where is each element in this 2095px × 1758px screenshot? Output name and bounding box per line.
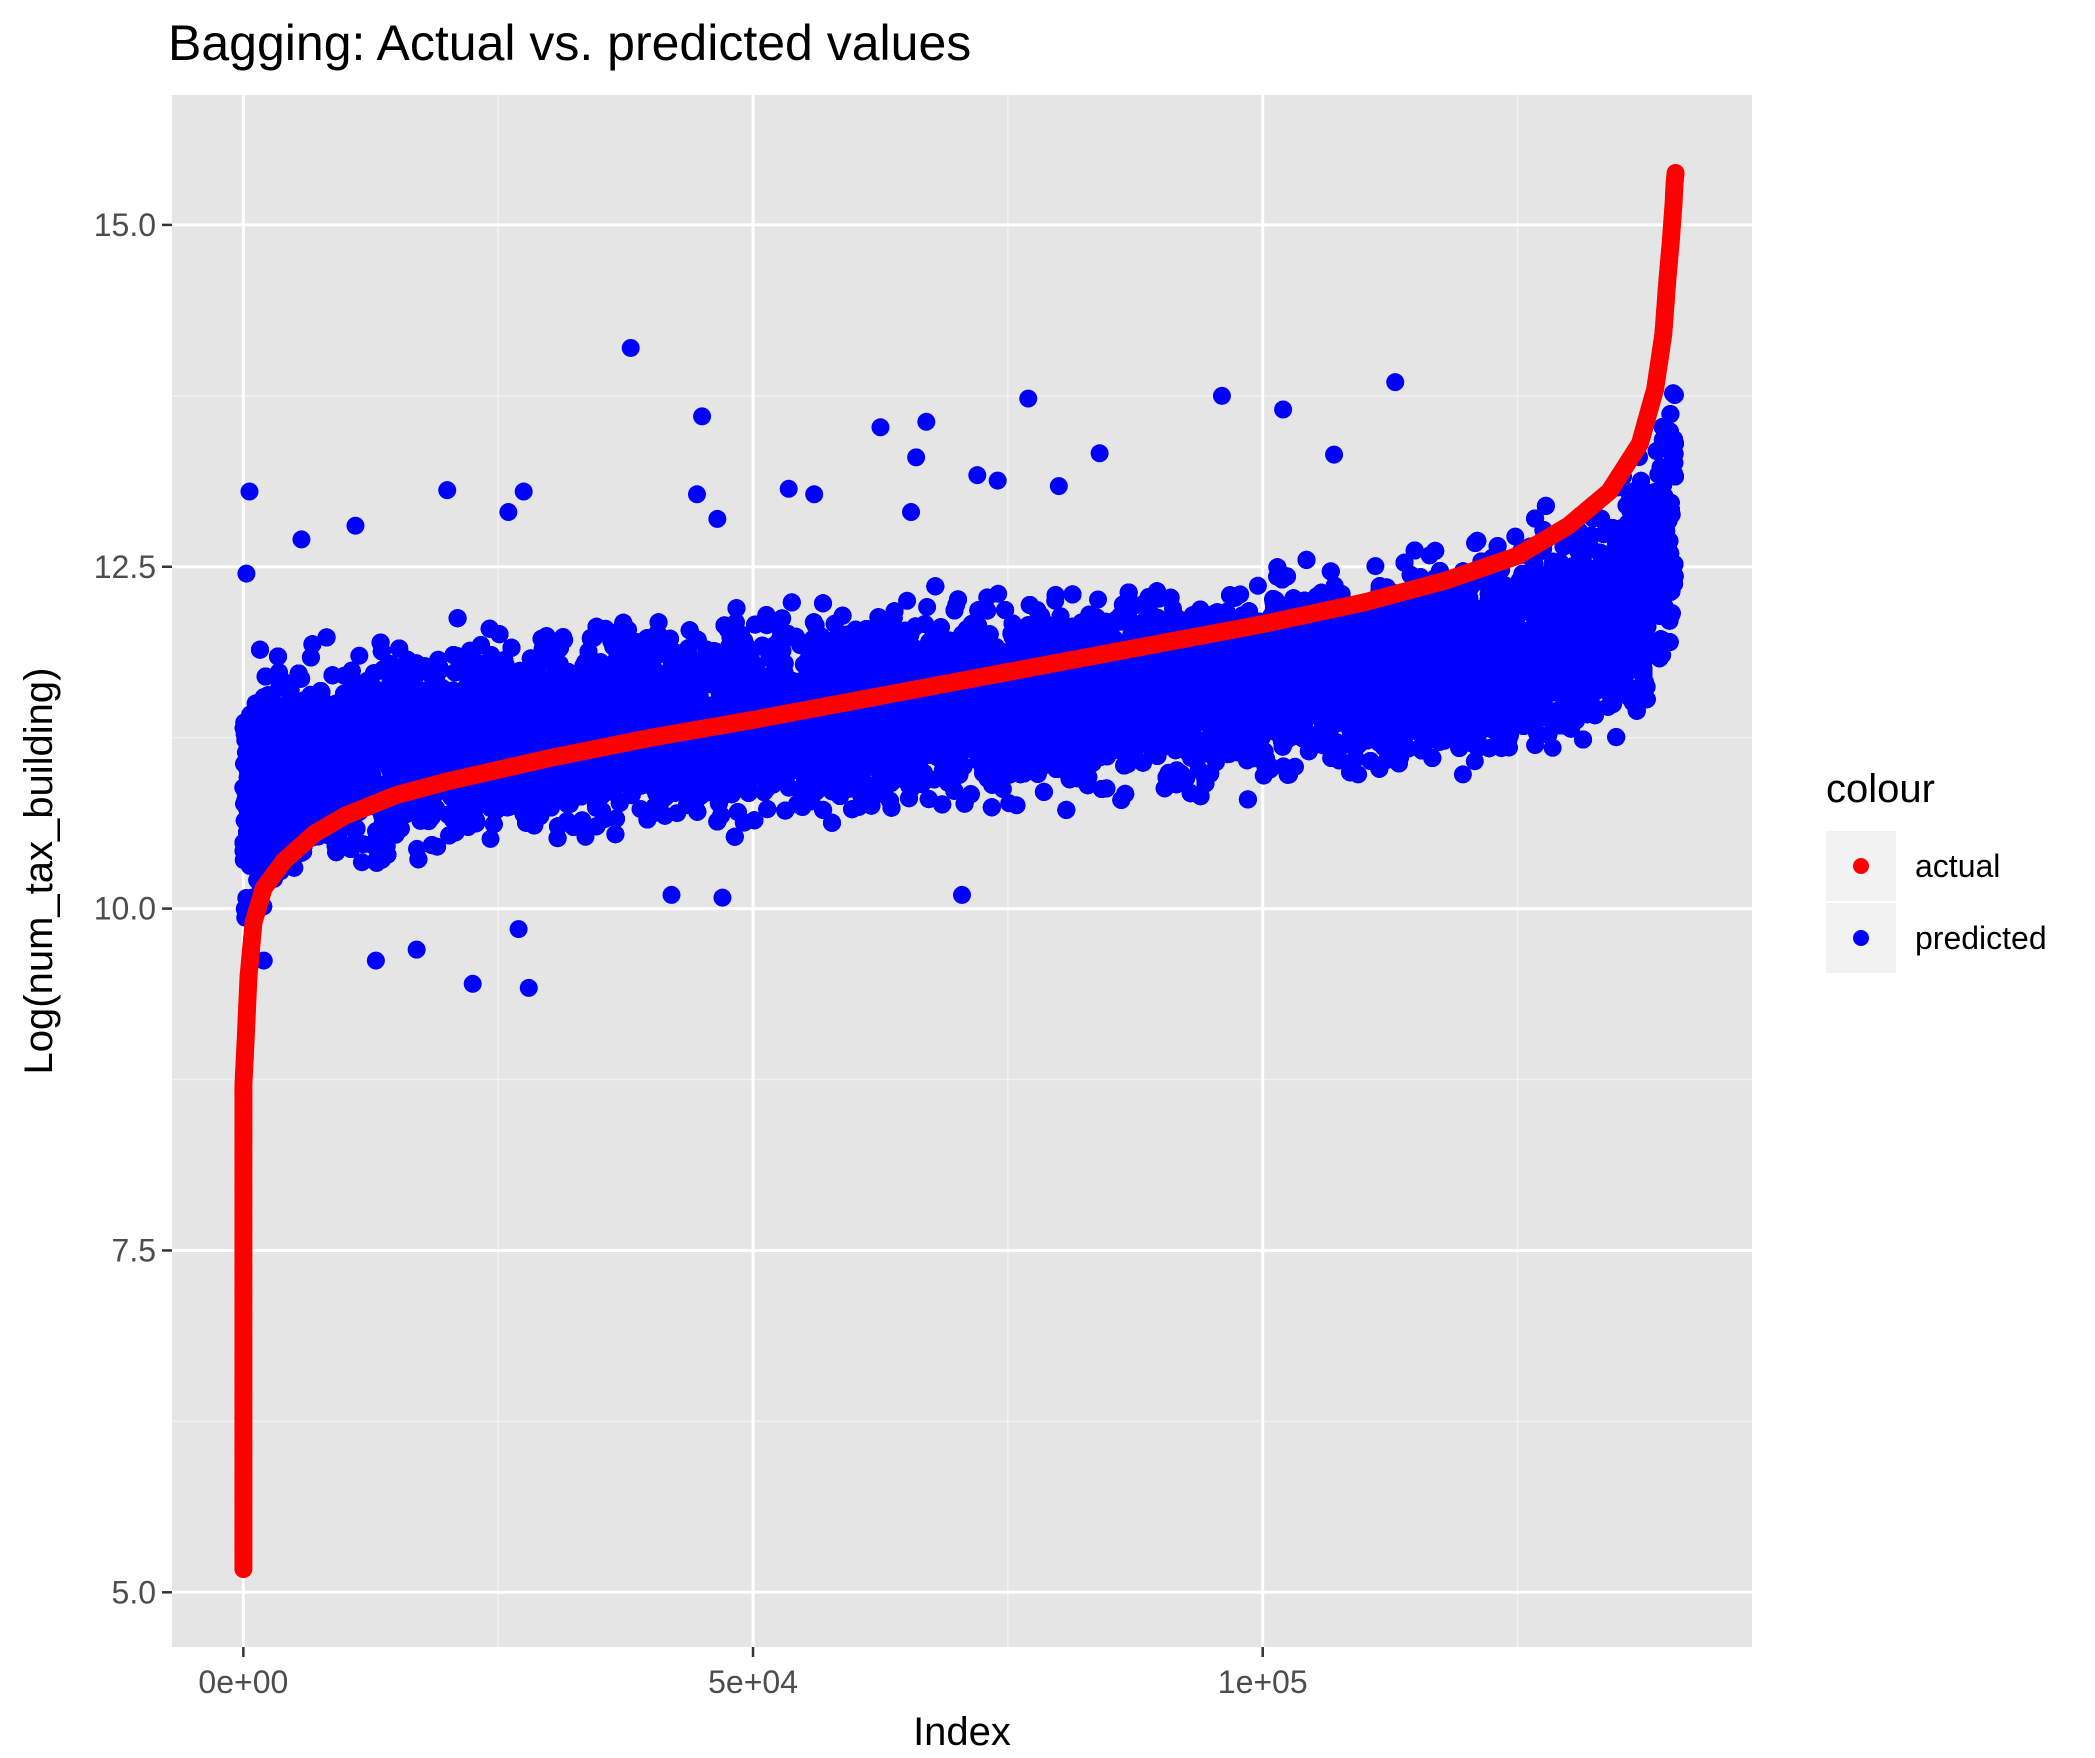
predicted-point <box>1007 796 1026 815</box>
predicted-point <box>918 598 937 616</box>
chart-title: Bagging: Actual vs. predicted values <box>168 15 971 71</box>
predicted-point <box>978 588 997 607</box>
plot-panel <box>172 95 1752 1647</box>
predicted-point <box>1453 765 1472 784</box>
predicted-point <box>350 646 369 665</box>
predicted-point <box>1248 576 1267 595</box>
predicted-point <box>352 853 371 872</box>
predicted-point <box>1506 527 1525 546</box>
predicted-point <box>481 829 500 848</box>
predicted-point <box>1366 557 1385 576</box>
predicted-point <box>1089 590 1107 609</box>
predicted-point <box>898 591 917 610</box>
